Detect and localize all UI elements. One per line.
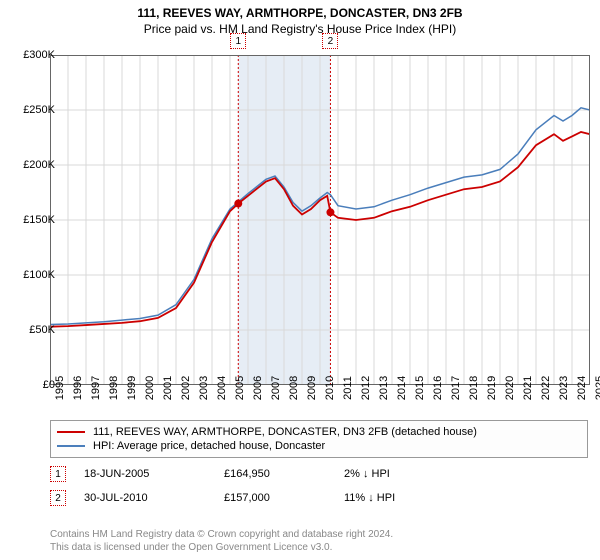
legend-box: 111, REEVES WAY, ARMTHORPE, DONCASTER, D… — [50, 420, 588, 458]
x-tick-label: 2007 — [270, 376, 282, 400]
y-tick-label: £100K — [10, 269, 55, 281]
chart-title: 111, REEVES WAY, ARMTHORPE, DONCASTER, D… — [0, 0, 600, 20]
footer-attribution: Contains HM Land Registry data © Crown c… — [50, 528, 393, 554]
x-tick-label: 2002 — [180, 376, 192, 400]
x-tick-label: 2025 — [594, 376, 600, 400]
chart-container: 111, REEVES WAY, ARMTHORPE, DONCASTER, D… — [0, 0, 600, 560]
x-tick-label: 2012 — [360, 376, 372, 400]
sale-diff-1: 2% ↓ HPI — [344, 468, 464, 480]
y-tick-label: £250K — [10, 104, 55, 116]
x-tick-label: 2011 — [342, 376, 354, 400]
y-tick-label: £200K — [10, 159, 55, 171]
footer-line2: This data is licensed under the Open Gov… — [50, 541, 393, 554]
sale-row-2: 2 30-JUL-2010 £157,000 11% ↓ HPI — [50, 490, 590, 506]
y-tick-label: £0 — [10, 379, 55, 391]
x-tick-label: 2003 — [198, 376, 210, 400]
x-tick-label: 2023 — [558, 376, 570, 400]
x-tick-label: 1998 — [108, 376, 120, 400]
x-tick-label: 2001 — [162, 376, 174, 400]
y-tick-label: £300K — [10, 49, 55, 61]
sale-row-1: 1 18-JUN-2005 £164,950 2% ↓ HPI — [50, 466, 590, 482]
x-tick-label: 2009 — [306, 376, 318, 400]
x-tick-label: 2000 — [144, 376, 156, 400]
x-tick-label: 1999 — [126, 376, 138, 400]
sale-price-2: £157,000 — [224, 492, 344, 504]
chart-marker-label: 1 — [230, 33, 246, 49]
x-tick-label: 1996 — [72, 376, 84, 400]
legend-item-property: 111, REEVES WAY, ARMTHORPE, DONCASTER, D… — [57, 425, 581, 439]
x-tick-label: 2015 — [414, 376, 426, 400]
legend-label-hpi: HPI: Average price, detached house, Donc… — [93, 440, 325, 452]
x-tick-label: 2022 — [540, 376, 552, 400]
sale-date-1: 18-JUN-2005 — [84, 468, 224, 480]
x-tick-label: 2008 — [288, 376, 300, 400]
chart-marker-label: 2 — [322, 33, 338, 49]
sale-date-2: 30-JUL-2010 — [84, 492, 224, 504]
y-tick-label: £50K — [10, 324, 55, 336]
x-tick-label: 1995 — [54, 376, 66, 400]
x-tick-label: 2005 — [234, 376, 246, 400]
x-tick-label: 2019 — [486, 376, 498, 400]
x-tick-label: 2013 — [378, 376, 390, 400]
y-tick-label: £150K — [10, 214, 55, 226]
x-tick-label: 2016 — [432, 376, 444, 400]
legend-item-hpi: HPI: Average price, detached house, Donc… — [57, 439, 581, 453]
sale-marker-1: 1 — [50, 466, 66, 482]
sale-price-1: £164,950 — [224, 468, 344, 480]
chart-svg — [50, 55, 590, 385]
x-tick-label: 2024 — [576, 376, 588, 400]
chart-subtitle: Price paid vs. HM Land Registry's House … — [0, 20, 600, 36]
x-tick-label: 2018 — [468, 376, 480, 400]
legend-swatch-hpi — [57, 445, 85, 447]
x-tick-label: 2017 — [450, 376, 462, 400]
x-tick-label: 2014 — [396, 376, 408, 400]
x-tick-label: 2004 — [216, 376, 228, 400]
x-tick-label: 2020 — [504, 376, 516, 400]
plot-area: 12 — [50, 55, 590, 385]
footer-line1: Contains HM Land Registry data © Crown c… — [50, 528, 393, 541]
x-tick-label: 1997 — [90, 376, 102, 400]
legend-swatch-property — [57, 431, 85, 433]
sale-diff-2: 11% ↓ HPI — [344, 492, 464, 504]
sale-marker-2: 2 — [50, 490, 66, 506]
x-tick-label: 2021 — [522, 376, 534, 400]
legend-label-property: 111, REEVES WAY, ARMTHORPE, DONCASTER, D… — [93, 426, 477, 438]
x-tick-label: 2010 — [324, 376, 336, 400]
x-tick-label: 2006 — [252, 376, 264, 400]
